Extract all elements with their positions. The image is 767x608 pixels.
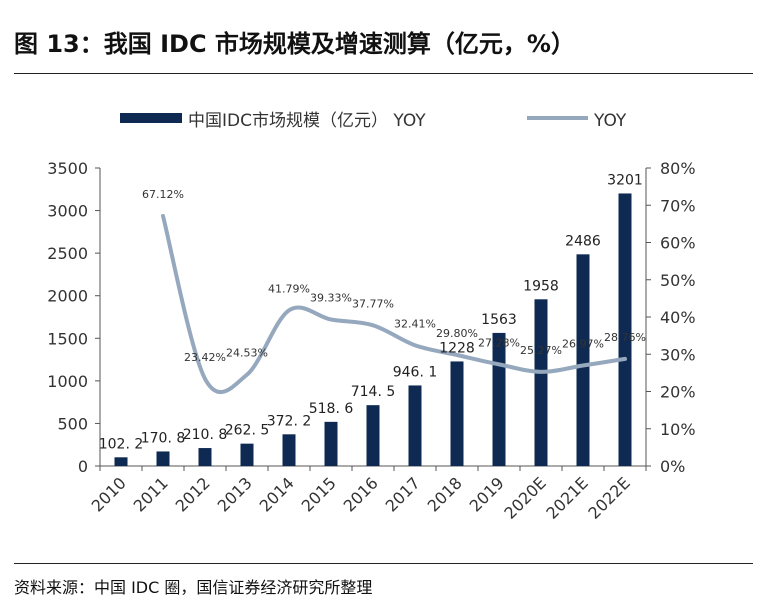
x-tick-label: 2013 — [214, 473, 256, 515]
right-tick-label: 80% — [660, 159, 696, 178]
yoy-value-label: 27.28% — [478, 336, 520, 349]
yoy-value-label: 41.79% — [268, 282, 310, 295]
bar — [156, 451, 170, 466]
bar — [324, 421, 338, 466]
x-tick-label: 2021E — [542, 473, 591, 522]
bar-value-label: 210. 8 — [183, 427, 228, 443]
x-tick-label: 2018 — [424, 473, 466, 515]
yoy-series — [161, 213, 627, 394]
x-tick-label: 2017 — [382, 473, 424, 515]
chart: 中国IDC市场规模（亿元） YOY YOY 0 500 1000 1500 2000 25… — [47, 111, 696, 523]
bar-value-label: 170. 8 — [141, 430, 186, 446]
left-tick-label: 500 — [57, 414, 88, 433]
yoy-value-label: 67.12% — [142, 188, 184, 201]
yoy-value-label: 24.53% — [226, 347, 268, 360]
right-tick-label: 30% — [660, 345, 696, 364]
x-tick-label: 2010 — [88, 473, 130, 515]
x-tick-label: 2011 — [130, 473, 172, 515]
bar-value-label: 262. 5 — [225, 423, 270, 439]
bar-value-label: 714. 5 — [351, 384, 396, 400]
bar — [282, 434, 296, 466]
yoy-value-label: 39.33% — [310, 291, 352, 304]
bar-value-label: 2486 — [565, 233, 601, 249]
x-tick-label: 2015 — [298, 473, 340, 515]
right-tick-label: 20% — [660, 383, 696, 402]
legend-bar-swatch — [120, 113, 182, 123]
x-tick-label: 2012 — [172, 473, 214, 515]
yoy-value-label: 37.77% — [352, 297, 394, 310]
bar-value-label: 946. 1 — [393, 364, 438, 380]
left-tick-label: 3500 — [47, 159, 88, 178]
x-tick-label: 2020E — [500, 473, 549, 522]
x-tick-label: 2022E — [584, 473, 633, 522]
bar — [240, 443, 254, 466]
bar-value-label: 3201 — [607, 172, 643, 188]
source-note: 资料来源：中国 IDC 圈，国信证券经济研究所整理 — [14, 578, 373, 597]
yoy-value-label: 26.97% — [562, 338, 604, 351]
left-tick-label: 1500 — [47, 329, 88, 348]
bar — [366, 405, 380, 466]
right-tick-label: 60% — [660, 234, 696, 253]
bar-series — [114, 193, 632, 467]
bar — [534, 299, 548, 466]
right-tick-label: 70% — [660, 196, 696, 215]
title-divider — [14, 73, 753, 74]
legend-bar-label: 中国IDC市场规模（亿元） YOY — [188, 111, 426, 131]
figure-title: 图 13：我国 IDC 市场规模及增速测算（亿元，%） — [14, 30, 575, 58]
yoy-value-label: 29.80% — [436, 327, 478, 340]
left-tick-label: 3000 — [47, 202, 88, 221]
yoy-line — [161, 213, 627, 394]
bar — [618, 193, 632, 467]
left-tick-label: 0 — [78, 457, 88, 476]
bar-value-label: 1563 — [481, 312, 517, 328]
right-tick-label: 40% — [660, 308, 696, 327]
bar — [408, 385, 422, 466]
bar — [576, 254, 590, 466]
yoy-value-label: 23.42% — [184, 351, 226, 364]
bar-value-label: 372. 2 — [267, 413, 312, 429]
left-tick-label: 2000 — [47, 287, 88, 306]
x-tick-label: 2014 — [256, 473, 298, 515]
right-tick-label: 0% — [660, 457, 685, 476]
yoy-value-label: 25.27% — [520, 344, 562, 357]
bar-value-label: 102. 2 — [99, 436, 144, 452]
bar-value-label: 1958 — [523, 278, 559, 294]
right-tick-label: 10% — [660, 420, 696, 439]
x-tick-label: 2016 — [340, 473, 382, 515]
bar-value-label: 1228 — [439, 340, 475, 356]
bar — [450, 361, 464, 466]
bar — [198, 448, 212, 466]
yoy-value-label: 32.41% — [394, 317, 436, 330]
legend-line-label: YOY — [593, 111, 627, 131]
bar-value-label: 518. 6 — [309, 401, 354, 417]
legend: 中国IDC市场规模（亿元） YOY YOY — [120, 111, 627, 131]
bar — [114, 457, 128, 466]
left-tick-label: 2500 — [47, 244, 88, 263]
left-tick-label: 1000 — [47, 372, 88, 391]
bar — [492, 332, 506, 466]
right-tick-label: 50% — [660, 271, 696, 290]
footer-divider — [14, 563, 753, 564]
yoy-value-label: 28.76% — [604, 331, 646, 344]
